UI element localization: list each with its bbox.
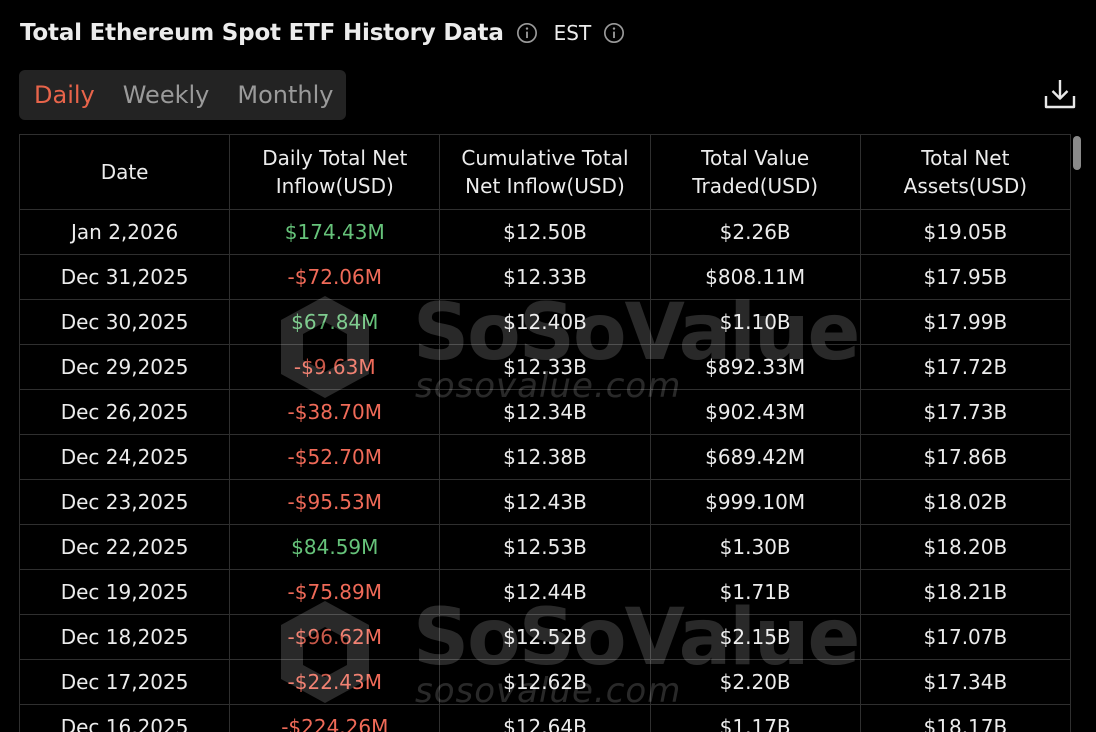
page-title: Total Ethereum Spot ETF History Data <box>20 20 504 46</box>
total-net-assets-cell: $19.05B <box>859 209 1071 255</box>
daily-net-inflow-cell: -$52.70M <box>229 434 441 480</box>
header: Total Ethereum Spot ETF History Data EST <box>20 14 625 52</box>
table-row[interactable]: Dec 19,2025 -$75.89M $12.44B $1.71B $18.21B <box>19 569 1071 615</box>
cumulative-net-inflow-cell: $12.40B <box>439 299 651 345</box>
date-cell: Dec 22,2025 <box>19 524 231 570</box>
date-cell: Dec 17,2025 <box>19 659 231 705</box>
total-value-traded-cell: $1.17B <box>649 704 861 732</box>
tab-daily[interactable]: Daily <box>34 81 95 109</box>
scrollbar-thumb[interactable] <box>1073 136 1081 170</box>
total-value-traded-cell: $808.11M <box>649 254 861 300</box>
total-value-traded-cell: $1.10B <box>649 299 861 345</box>
daily-net-inflow-cell: $67.84M <box>229 299 441 345</box>
date-cell: Dec 30,2025 <box>19 299 231 345</box>
column-header-date[interactable]: Date <box>19 134 231 210</box>
total-net-assets-cell: $18.02B <box>859 479 1071 525</box>
daily-net-inflow-cell: -$96.62M <box>229 614 441 660</box>
total-net-assets-cell: $17.73B <box>859 389 1071 435</box>
table-row[interactable]: Dec 16,2025 -$224.26M $12.64B $1.17B $18.17B <box>19 704 1071 732</box>
tab-monthly[interactable]: Monthly <box>237 81 334 109</box>
table-row[interactable]: Dec 30,2025 $67.84M $12.40B $1.10B $17.99B <box>19 299 1071 345</box>
total-value-traded-cell: $2.15B <box>649 614 861 660</box>
table-body: Jan 2,2026 $174.43M $12.50B $2.26B $19.05B De… <box>19 209 1071 732</box>
total-value-traded-cell: $999.10M <box>649 479 861 525</box>
total-net-assets-cell: $17.99B <box>859 299 1071 345</box>
column-header-total-value-traded[interactable]: Total Value Traded(USD) <box>649 134 861 210</box>
total-value-traded-cell: $1.30B <box>649 524 861 570</box>
tab-weekly[interactable]: Weekly <box>122 81 210 109</box>
column-header-cumulative-net-inflow[interactable]: Cumulative Total Net Inflow(USD) <box>439 134 651 210</box>
total-net-assets-cell: $18.17B <box>859 704 1071 732</box>
cumulative-net-inflow-cell: $12.33B <box>439 254 651 300</box>
total-net-assets-cell: $17.95B <box>859 254 1071 300</box>
history-table-container[interactable]: Date Daily Total Net Inflow(USD) Cumulati… <box>19 134 1071 732</box>
daily-net-inflow-cell: -$22.43M <box>229 659 441 705</box>
cumulative-net-inflow-cell: $12.53B <box>439 524 651 570</box>
history-table: Date Daily Total Net Inflow(USD) Cumulati… <box>19 134 1071 732</box>
total-value-traded-cell: $892.33M <box>649 344 861 390</box>
daily-net-inflow-cell: -$95.53M <box>229 479 441 525</box>
table-row[interactable]: Dec 18,2025 -$96.62M $12.52B $2.15B $17.07B <box>19 614 1071 660</box>
cumulative-net-inflow-cell: $12.43B <box>439 479 651 525</box>
table-row[interactable]: Dec 26,2025 -$38.70M $12.34B $902.43M $17.73… <box>19 389 1071 435</box>
cumulative-net-inflow-cell: $12.62B <box>439 659 651 705</box>
date-cell: Dec 18,2025 <box>19 614 231 660</box>
cumulative-net-inflow-cell: $12.44B <box>439 569 651 615</box>
date-cell: Jan 2,2026 <box>19 209 231 255</box>
total-value-traded-cell: $1.71B <box>649 569 861 615</box>
date-cell: Dec 16,2025 <box>19 704 231 732</box>
scrollbar[interactable] <box>1072 134 1082 732</box>
date-cell: Dec 24,2025 <box>19 434 231 480</box>
table-row[interactable]: Dec 22,2025 $84.59M $12.53B $1.30B $18.20B <box>19 524 1071 570</box>
daily-net-inflow-cell: $84.59M <box>229 524 441 570</box>
table-header-row: Date Daily Total Net Inflow(USD) Cumulati… <box>19 134 1071 210</box>
table-row[interactable]: Dec 23,2025 -$95.53M $12.43B $999.10M $18.02… <box>19 479 1071 525</box>
daily-net-inflow-cell: -$224.26M <box>229 704 441 732</box>
date-cell: Dec 19,2025 <box>19 569 231 615</box>
table-row[interactable]: Dec 29,2025 -$9.63M $12.33B $892.33M $17.72B <box>19 344 1071 390</box>
table-row[interactable]: Dec 17,2025 -$22.43M $12.62B $2.20B $17.34B <box>19 659 1071 705</box>
daily-net-inflow-cell: -$75.89M <box>229 569 441 615</box>
cumulative-net-inflow-cell: $12.64B <box>439 704 651 732</box>
total-value-traded-cell: $2.20B <box>649 659 861 705</box>
total-net-assets-cell: $17.07B <box>859 614 1071 660</box>
cumulative-net-inflow-cell: $12.50B <box>439 209 651 255</box>
daily-net-inflow-cell: -$72.06M <box>229 254 441 300</box>
date-cell: Dec 23,2025 <box>19 479 231 525</box>
total-net-assets-cell: $17.72B <box>859 344 1071 390</box>
date-cell: Dec 29,2025 <box>19 344 231 390</box>
total-value-traded-cell: $689.42M <box>649 434 861 480</box>
cumulative-net-inflow-cell: $12.52B <box>439 614 651 660</box>
daily-net-inflow-cell: -$38.70M <box>229 389 441 435</box>
total-net-assets-cell: $17.34B <box>859 659 1071 705</box>
info-icon[interactable] <box>516 22 538 44</box>
total-net-assets-cell: $18.21B <box>859 569 1071 615</box>
column-header-total-net-assets[interactable]: Total Net Assets(USD) <box>859 134 1071 210</box>
cumulative-net-inflow-cell: $12.34B <box>439 389 651 435</box>
daily-net-inflow-cell: $174.43M <box>229 209 441 255</box>
total-value-traded-cell: $902.43M <box>649 389 861 435</box>
cumulative-net-inflow-cell: $12.38B <box>439 434 651 480</box>
timezone-label: EST <box>553 21 592 45</box>
table-row[interactable]: Jan 2,2026 $174.43M $12.50B $2.26B $19.05B <box>19 209 1071 255</box>
period-tabs: Daily Weekly Monthly <box>19 70 346 120</box>
total-net-assets-cell: $17.86B <box>859 434 1071 480</box>
cumulative-net-inflow-cell: $12.33B <box>439 344 651 390</box>
table-row[interactable]: Dec 31,2025 -$72.06M $12.33B $808.11M $17.95… <box>19 254 1071 300</box>
column-header-daily-net-inflow[interactable]: Daily Total Net Inflow(USD) <box>229 134 441 210</box>
total-value-traded-cell: $2.26B <box>649 209 861 255</box>
timezone-info-icon[interactable] <box>603 22 625 44</box>
daily-net-inflow-cell: -$9.63M <box>229 344 441 390</box>
date-cell: Dec 31,2025 <box>19 254 231 300</box>
table-row[interactable]: Dec 24,2025 -$52.70M $12.38B $689.42M $17.86… <box>19 434 1071 480</box>
date-cell: Dec 26,2025 <box>19 389 231 435</box>
download-icon[interactable] <box>1042 76 1078 112</box>
total-net-assets-cell: $18.20B <box>859 524 1071 570</box>
